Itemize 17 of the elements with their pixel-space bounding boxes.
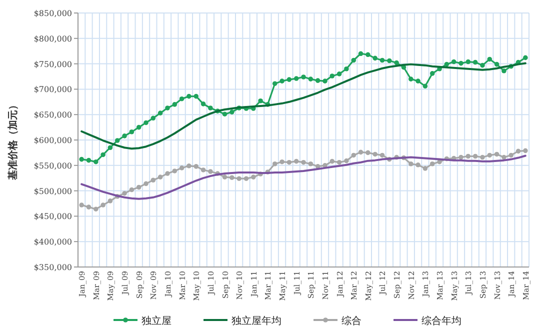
y-tick-label: $650,000 [34, 110, 72, 120]
legend-label: 独立屋年均 [232, 315, 282, 327]
y-tick-label: $700,000 [34, 85, 72, 94]
y-tick-label: $400,000 [34, 238, 72, 247]
y-tick-label: $600,000 [34, 136, 72, 145]
y-tick-label: $850,000 [34, 9, 72, 18]
y-tick-label: $350,000 [34, 263, 72, 272]
y-tick-label: $550,000 [34, 161, 72, 170]
legend-label: 综合 [342, 315, 362, 327]
line-series [80, 154, 526, 200]
legend-label: 独立屋 [142, 315, 172, 327]
y-axis-title: 基准价格（加元） [7, 100, 19, 181]
y-tick-label: $450,000 [34, 212, 72, 222]
y-tick-label: $800,000 [34, 34, 72, 44]
y-tick-label: $500,000 [34, 186, 72, 196]
y-tick-label: $750,000 [34, 60, 72, 69]
legend-label: 综合年均 [422, 315, 462, 327]
